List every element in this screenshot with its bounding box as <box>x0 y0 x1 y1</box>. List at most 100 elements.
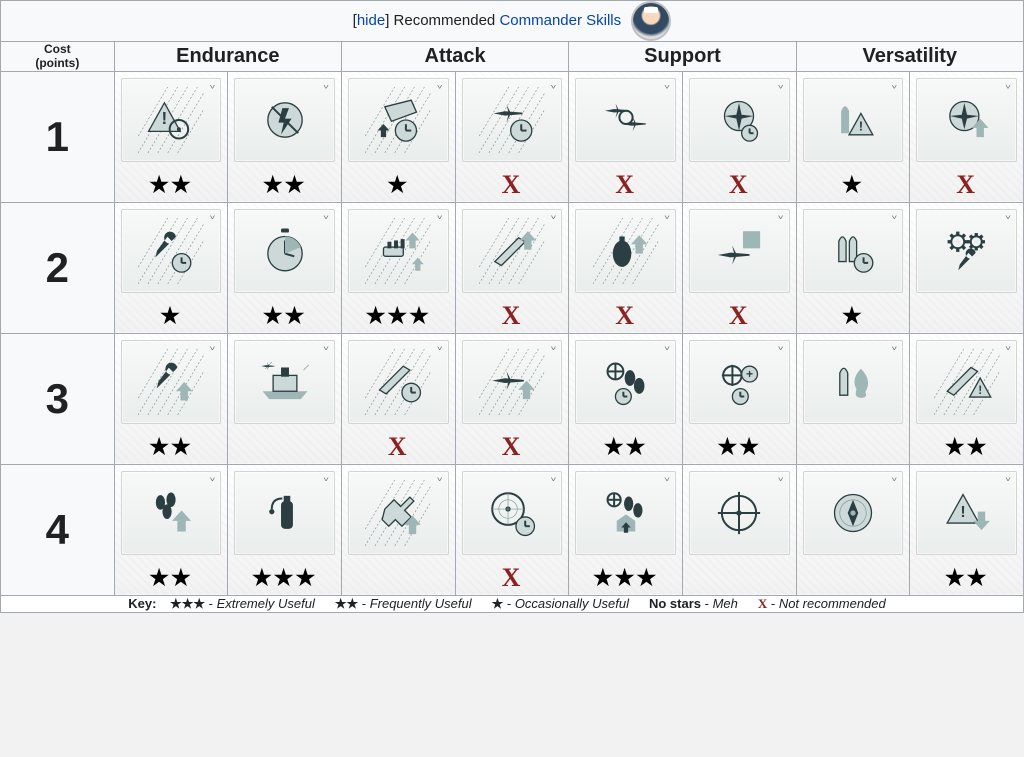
expand-chevron-icon[interactable]: ˅ <box>1005 214 1011 222</box>
skill-cell: ˅ <box>796 333 910 464</box>
alert-down-icon[interactable]: !˅ <box>916 471 1017 555</box>
skill-cell: ˅★★★ <box>341 202 455 333</box>
expand-chevron-icon[interactable]: ˅ <box>778 345 784 353</box>
expand-chevron-icon[interactable]: ˅ <box>209 345 215 353</box>
expand-chevron-icon[interactable]: ˅ <box>437 214 443 222</box>
expand-chevron-icon[interactable]: ˅ <box>550 345 556 353</box>
expand-chevron-icon[interactable]: ˅ <box>664 214 670 222</box>
skill-rating: ★★ <box>228 168 341 202</box>
wrench-up-icon[interactable]: ˅ <box>121 340 222 424</box>
expand-chevron-icon[interactable]: ˅ <box>1005 83 1011 91</box>
stopwatch-icon[interactable]: ˅ <box>234 209 335 293</box>
skill-cell: ˅ ★★ <box>228 71 342 202</box>
engine-up-icon[interactable]: ˅ <box>916 78 1017 162</box>
expand-chevron-icon[interactable]: ˅ <box>664 345 670 353</box>
cost-header: Cost (points) <box>1 42 115 72</box>
gears-wrench-icon[interactable]: ˅ <box>916 209 1017 293</box>
skill-rating: ★★ <box>569 430 682 464</box>
skill-cell: ˅ ★★ <box>569 333 683 464</box>
no-flash-icon[interactable]: ˅ <box>234 78 335 162</box>
col-attack: Attack <box>341 42 568 72</box>
skill-cell: ˅X <box>455 202 569 333</box>
radar-time-icon[interactable]: ˅ <box>462 471 563 555</box>
commander-avatar-icon[interactable] <box>631 1 671 41</box>
expand-chevron-icon[interactable]: ˅ <box>209 476 215 484</box>
skill-rating: ★★ <box>910 430 1023 464</box>
expand-chevron-icon[interactable]: ˅ <box>323 476 329 484</box>
bombs-house-icon[interactable]: ˅ <box>575 471 676 555</box>
skill-rating: ★★ <box>115 430 228 464</box>
skill-rating: X <box>569 299 682 333</box>
skill-rating: X <box>683 168 796 202</box>
target-ship-icon[interactable]: ˅ <box>348 78 449 162</box>
torpedo-up-icon[interactable]: ˅ <box>462 209 563 293</box>
expand-chevron-icon[interactable]: ˅ <box>550 83 556 91</box>
expand-chevron-icon[interactable]: ˅ <box>437 83 443 91</box>
expand-chevron-icon[interactable]: ˅ <box>891 476 897 484</box>
col-endurance: Endurance <box>114 42 341 72</box>
expand-chevron-icon[interactable]: ˅ <box>437 345 443 353</box>
skill-rating: ★ <box>115 299 228 333</box>
skill-rating: X <box>456 299 569 333</box>
plane-up-icon[interactable]: ˅ <box>462 340 563 424</box>
compass-icon[interactable]: ˅ <box>803 471 904 555</box>
engine-boost-icon[interactable]: ˅ <box>689 78 790 162</box>
expand-chevron-icon[interactable]: ˅ <box>209 83 215 91</box>
expand-chevron-icon[interactable]: ˅ <box>891 345 897 353</box>
target-plane-icon[interactable]: ˅ <box>689 471 790 555</box>
target-plus-icon[interactable]: +˅ <box>689 340 790 424</box>
flame-shell-icon[interactable]: ˅ <box>803 340 904 424</box>
expand-chevron-icon[interactable]: ˅ <box>323 214 329 222</box>
torpedo-alert-icon[interactable]: !˅ <box>916 340 1017 424</box>
expand-chevron-icon[interactable]: ˅ <box>323 83 329 91</box>
svg-text:!: ! <box>960 504 965 521</box>
skill-row: 4˅★★˅★★★˅ ˅X˅★★★˅ ˅ !˅★★ <box>1 464 1024 595</box>
legend-item: ★ - Occasionally Useful <box>492 596 629 612</box>
expand-chevron-icon[interactable]: ˅ <box>778 476 784 484</box>
bombs-target-icon[interactable]: ˅ <box>575 340 676 424</box>
plane-box-icon[interactable]: ˅ <box>689 209 790 293</box>
torpedo-time-icon[interactable]: ˅ <box>348 340 449 424</box>
skill-cell: ˅X <box>455 333 569 464</box>
legend-item: X - Not recommended <box>758 596 886 612</box>
skill-cell: ˅ <box>910 202 1024 333</box>
expand-chevron-icon[interactable]: ˅ <box>664 476 670 484</box>
cluster-up-icon[interactable]: ˅ <box>121 471 222 555</box>
gun-arrows-icon[interactable]: ˅ <box>348 209 449 293</box>
shells-time-icon[interactable]: ˅ <box>803 209 904 293</box>
skill-cell: ˅ <box>341 464 455 595</box>
shell-alert-icon[interactable]: !˅ <box>803 78 904 162</box>
expand-chevron-icon[interactable]: ˅ <box>550 476 556 484</box>
cross-up-icon[interactable]: ˅ <box>348 471 449 555</box>
bomb-up-icon[interactable]: ˅ <box>575 209 676 293</box>
skill-cell: ˅X <box>682 71 796 202</box>
skill-cell: ˅X <box>569 202 683 333</box>
extinguisher-icon[interactable]: ˅ <box>234 471 335 555</box>
legend-item: ★★ - Frequently Useful <box>335 596 472 612</box>
plane-time-icon[interactable]: ˅ <box>462 78 563 162</box>
expand-chevron-icon[interactable]: ˅ <box>1005 476 1011 484</box>
expand-chevron-icon[interactable]: ˅ <box>550 214 556 222</box>
expand-chevron-icon[interactable]: ˅ <box>209 214 215 222</box>
skill-rating: ★★ <box>910 561 1023 595</box>
expand-chevron-icon[interactable]: ˅ <box>778 214 784 222</box>
skill-cell: ˅★ <box>114 202 228 333</box>
skill-rating: ★★ <box>683 430 796 464</box>
expand-chevron-icon[interactable]: ˅ <box>323 345 329 353</box>
svg-text:+: + <box>746 367 753 381</box>
ship-deck-icon[interactable]: ˅ <box>234 340 335 424</box>
commander-skills-link[interactable]: Commander Skills <box>499 12 621 29</box>
expand-chevron-icon[interactable]: ˅ <box>437 476 443 484</box>
hide-link[interactable]: hide <box>357 12 385 29</box>
skill-rating <box>228 430 341 464</box>
alert-range-icon[interactable]: !˅ <box>121 78 222 162</box>
expand-chevron-icon[interactable]: ˅ <box>664 83 670 91</box>
expand-chevron-icon[interactable]: ˅ <box>891 214 897 222</box>
svg-text:!: ! <box>162 108 168 128</box>
cost-cell: 3 <box>1 333 115 464</box>
wrench-time-icon[interactable]: ˅ <box>121 209 222 293</box>
expand-chevron-icon[interactable]: ˅ <box>891 83 897 91</box>
expand-chevron-icon[interactable]: ˅ <box>778 83 784 91</box>
expand-chevron-icon[interactable]: ˅ <box>1005 345 1011 353</box>
air-squadron-icon[interactable]: ˅ <box>575 78 676 162</box>
